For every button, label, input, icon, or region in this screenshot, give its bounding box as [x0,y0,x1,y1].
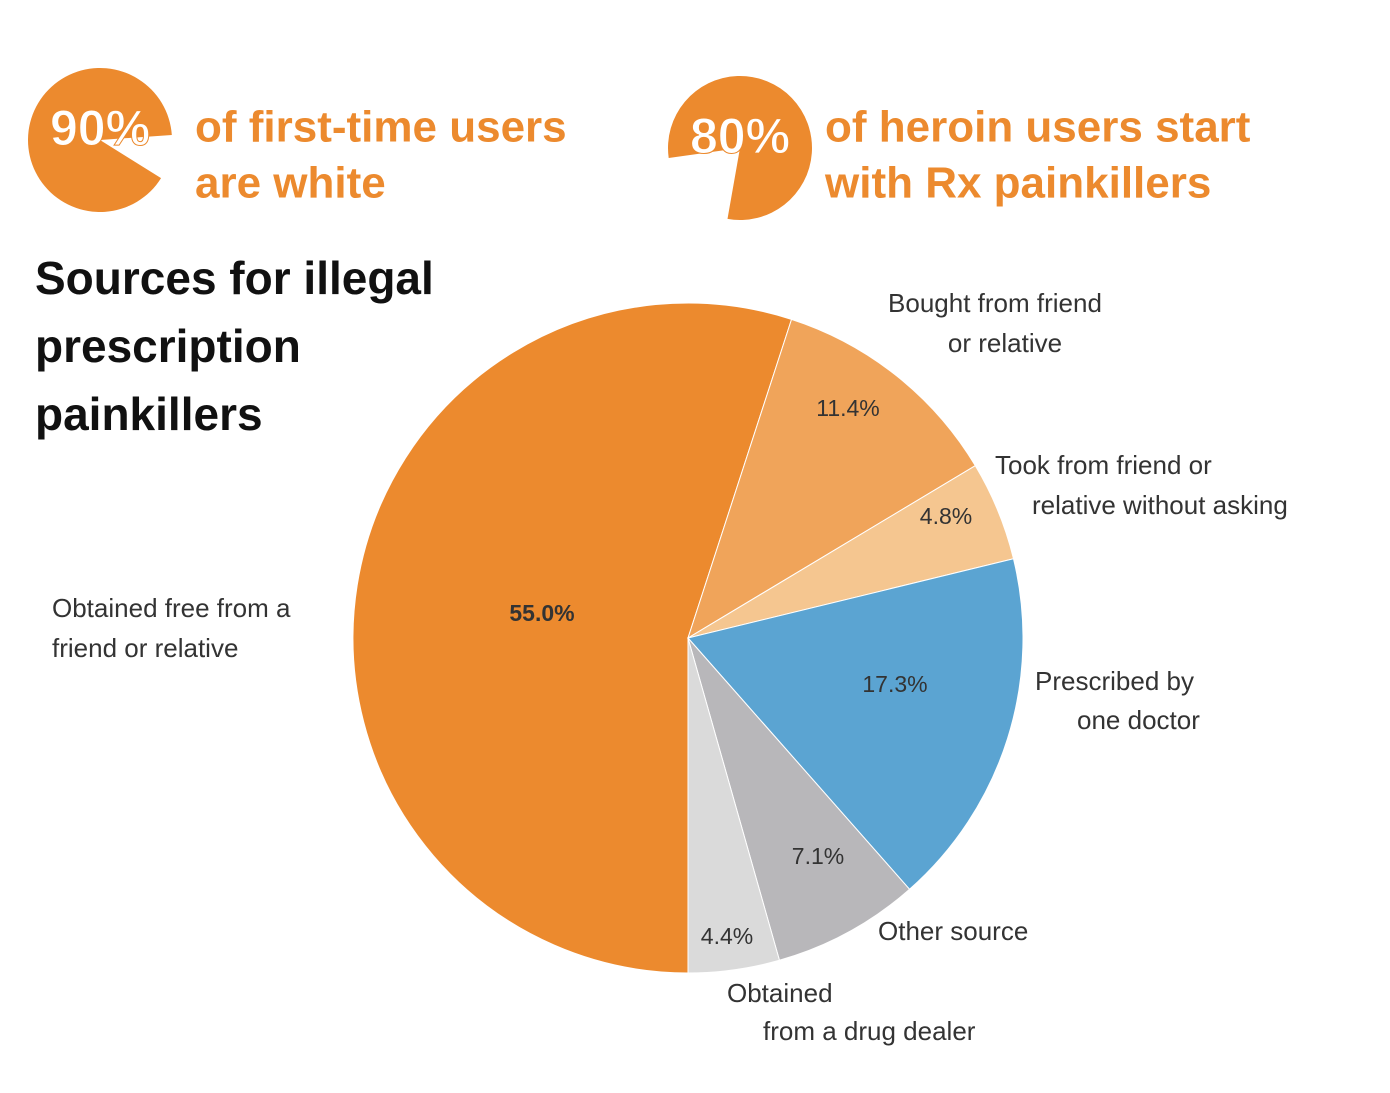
pie-slice [352,302,793,974]
stat-text: are white [195,159,386,208]
stat-text: of first-time users [195,103,567,152]
category-label: Obtained free from a [52,593,291,623]
stat-text: of heroin users start [825,103,1251,152]
category-label: relative without asking [1032,490,1288,520]
category-label: or relative [948,328,1062,358]
stat-value: 80% [690,108,790,164]
pie-slice [687,637,911,961]
value-label: 17.3% [862,671,927,697]
stat-wedge [28,68,172,213]
category-label: Obtained [727,978,833,1008]
pie-slice [687,318,976,640]
pie-slice [687,558,1024,890]
value-label: 7.1% [792,843,844,869]
stat-wedge [667,76,812,220]
chart-title: prescription [35,320,301,372]
chart-title: Sources for illegal [35,252,434,304]
category-label: from a drug dealer [763,1016,976,1046]
chart-title: painkillers [35,388,263,440]
category-label: one doctor [1077,705,1200,735]
category-label: Prescribed by [1035,666,1194,696]
pie-slice [687,637,781,974]
category-label: Other source [878,916,1028,946]
category-label: Took from friend or [995,450,1212,480]
stat-text: with Rx painkillers [824,159,1211,208]
value-label: 4.4% [701,923,753,949]
value-label: 11.4% [816,395,880,421]
value-label: 55.0% [509,600,574,626]
category-label: Bought from friend [888,288,1102,318]
value-label: 4.8% [920,503,972,529]
stat-value: 90% [50,100,150,156]
category-label: friend or relative [52,633,238,663]
